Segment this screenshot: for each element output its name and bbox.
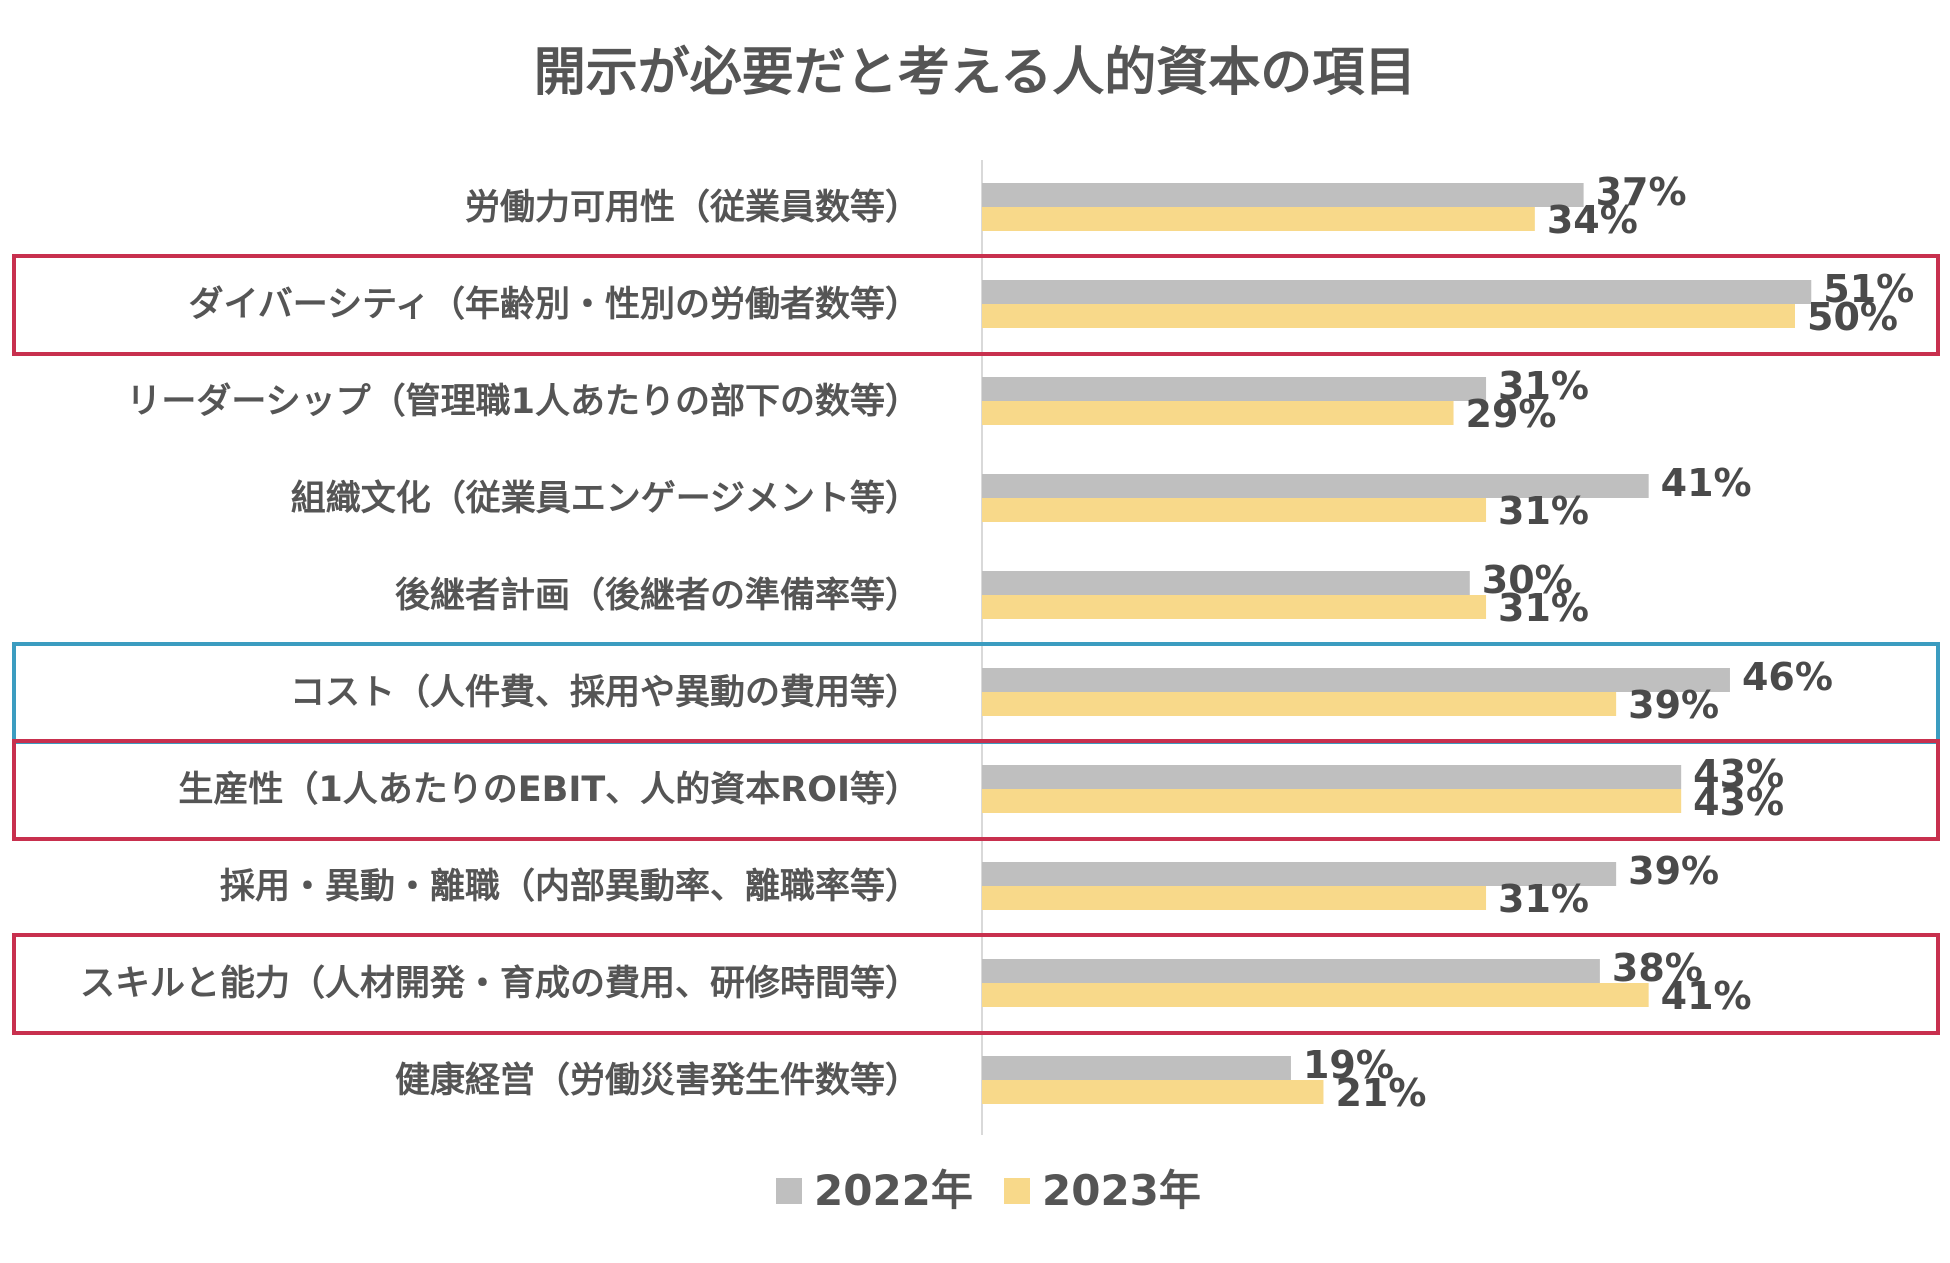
bar bbox=[982, 595, 1487, 619]
highlight-box bbox=[12, 933, 1940, 1035]
bar bbox=[982, 571, 1470, 595]
value-label: 30% bbox=[1482, 558, 1573, 602]
category-label: 生産性（1人あたりのEBIT、人的資本ROI等） bbox=[178, 770, 920, 810]
value-label: 19% bbox=[1303, 1043, 1394, 1087]
value-label: 43% bbox=[1693, 780, 1784, 824]
value-label: 34% bbox=[1547, 198, 1638, 242]
bar bbox=[982, 789, 1682, 813]
bar bbox=[982, 304, 1795, 328]
value-label: 39% bbox=[1628, 849, 1719, 893]
category-label: コスト（人件費、採用や異動の費用等） bbox=[290, 673, 920, 713]
highlight-boxes bbox=[12, 254, 1940, 1035]
value-label: 31% bbox=[1498, 364, 1589, 408]
category-label: 労働力可用性（従業員数等） bbox=[465, 188, 920, 228]
legend: 2022年 2023年 bbox=[776, 1166, 1201, 1215]
value-label: 21% bbox=[1335, 1071, 1426, 1115]
value-label: 31% bbox=[1498, 877, 1589, 921]
highlight-box bbox=[12, 254, 1940, 356]
bar bbox=[982, 1080, 1324, 1104]
value-label: 51% bbox=[1823, 267, 1914, 311]
value-label: 43% bbox=[1693, 752, 1784, 796]
category-label: ダイバーシティ（年齢別・性別の労働者数等） bbox=[188, 285, 920, 325]
bar bbox=[982, 886, 1487, 910]
bar bbox=[982, 183, 1584, 207]
bar bbox=[982, 377, 1487, 401]
value-label: 41% bbox=[1661, 461, 1752, 505]
value-label: 31% bbox=[1498, 489, 1589, 533]
legend-label: 2023年 bbox=[1042, 1166, 1201, 1215]
highlight-box bbox=[12, 739, 1940, 841]
value-label: 46% bbox=[1742, 655, 1833, 699]
bar bbox=[982, 983, 1649, 1007]
bar bbox=[982, 207, 1535, 231]
bar bbox=[982, 498, 1487, 522]
bar bbox=[982, 668, 1730, 692]
bar bbox=[982, 765, 1682, 789]
category-label: 組織文化（従業員エンゲージメント等） bbox=[291, 479, 920, 519]
value-label: 50% bbox=[1807, 295, 1898, 339]
bar bbox=[982, 692, 1617, 716]
category-label: 健康経営（労働災害発生件数等） bbox=[395, 1060, 920, 1101]
bar bbox=[982, 862, 1617, 886]
bar bbox=[982, 474, 1649, 498]
category-label: 採用・異動・離職（内部異動率、離職率等） bbox=[220, 867, 920, 907]
value-label: 37% bbox=[1596, 170, 1687, 214]
value-labels: 37%34%51%50%31%29%41%31%30%31%46%39%43%4… bbox=[1303, 170, 1914, 1115]
value-label: 39% bbox=[1628, 683, 1719, 727]
bar bbox=[982, 1056, 1291, 1080]
category-label: リーダーシップ（管理職1人あたりの部下の数等） bbox=[126, 382, 920, 422]
value-label: 31% bbox=[1498, 586, 1589, 630]
value-label: 38% bbox=[1612, 946, 1703, 990]
value-label: 29% bbox=[1466, 392, 1557, 436]
bar bbox=[982, 401, 1454, 425]
category-label: スキルと能力（人材開発・育成の費用、研修時間等） bbox=[80, 964, 920, 1004]
bar bbox=[982, 280, 1812, 304]
chart-title: 開示が必要だと考える人的資本の項目 bbox=[534, 43, 1416, 103]
category-labels: 労働力可用性（従業員数等） ダイバーシティ（年齢別・性別の労働者数等） リーダーシッ… bbox=[80, 188, 920, 1101]
bars bbox=[982, 183, 1812, 1104]
legend-swatch bbox=[776, 1178, 802, 1204]
value-label: 41% bbox=[1661, 974, 1752, 1018]
legend-swatch bbox=[1004, 1178, 1030, 1204]
category-label: 後継者計画（後継者の準備率等） bbox=[395, 576, 920, 616]
legend-label: 2022年 bbox=[814, 1166, 973, 1215]
bar bbox=[982, 959, 1600, 983]
